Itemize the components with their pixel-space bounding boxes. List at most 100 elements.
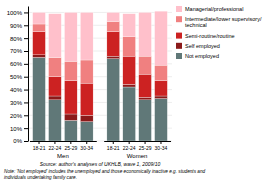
- x-tick-mark: [113, 141, 114, 144]
- y-tick: 80%: [10, 36, 28, 42]
- y-tick-mark: [24, 90, 28, 91]
- bar-segment: [155, 11, 168, 65]
- bar-segment: [33, 12, 46, 24]
- bar-segment: [123, 56, 136, 84]
- bar-segment: [155, 81, 168, 96]
- bar-segment: [64, 12, 77, 61]
- bar-segment: [80, 60, 93, 83]
- y-tick: 0%: [13, 138, 28, 144]
- bar-segment: [107, 21, 120, 31]
- bar-segment: [49, 57, 62, 76]
- legend-item: Managerial/professional: [176, 6, 243, 12]
- legend-label: Intermediate/lower supervisory/technical: [185, 16, 262, 28]
- x-tick-label: 22-24: [49, 145, 62, 151]
- grid: [28, 12, 172, 141]
- x-tick: 30-34: [155, 141, 168, 151]
- annotation: Note: 'Not employed' includes the unempl…: [4, 169, 206, 180]
- y-tick: 70%: [10, 48, 28, 54]
- bar-series: [33, 55, 168, 122]
- bar-segment: [33, 24, 46, 32]
- y-tick-mark: [24, 115, 28, 116]
- x-tick-mark: [54, 141, 55, 144]
- x-tick-mark: [160, 141, 161, 144]
- group-label: Men: [57, 153, 69, 159]
- x-tick-mark: [86, 141, 87, 144]
- bar-segment: [33, 32, 46, 55]
- y-tick-label: 0%: [13, 138, 22, 144]
- legend-swatch: [176, 16, 182, 22]
- legend-swatch: [176, 6, 182, 12]
- bar-segment: [139, 97, 152, 100]
- x-tick: 22-24: [123, 141, 136, 151]
- x-tick-mark: [39, 141, 40, 144]
- bar-segment: [80, 115, 93, 121]
- legend-label: Not employed: [185, 53, 219, 59]
- y-tick-label: 10%: [10, 126, 23, 132]
- legend-label: Semi-routine/routine: [185, 33, 235, 39]
- bar-segment: [155, 99, 168, 141]
- group-label: Women: [127, 153, 148, 159]
- y-axis: 0%10%20%30%40%50%60%70%80%90%100%: [7, 7, 29, 145]
- y-tick-mark: [24, 38, 28, 39]
- legend-label: Self employed: [185, 43, 220, 49]
- y-tick-mark: [24, 12, 28, 13]
- bar-segment: [80, 12, 93, 60]
- legend-item: Not employed: [176, 53, 219, 59]
- bar-segment: [64, 61, 77, 80]
- bar-segment: [107, 32, 120, 56]
- bar-segment: [33, 57, 46, 141]
- y-tick: 60%: [10, 61, 28, 67]
- x-tick-mark: [70, 141, 71, 144]
- bar-segment: [64, 114, 77, 120]
- bar-segment: [49, 77, 62, 96]
- bar-series: [33, 11, 168, 65]
- bar-segment: [139, 12, 152, 56]
- bar-segment: [107, 56, 120, 59]
- legend-label: Managerial/professional: [185, 6, 243, 12]
- legend-swatch: [176, 33, 182, 39]
- x-tick-label: 25-29: [64, 145, 77, 151]
- bar-segment: [139, 56, 152, 74]
- y-tick: 90%: [10, 23, 28, 29]
- bar-segment: [64, 81, 77, 114]
- y-tick-label: 70%: [10, 48, 23, 54]
- bar-segment: [49, 14, 62, 58]
- y-tick-mark: [24, 128, 28, 129]
- y-tick-label: 80%: [10, 36, 23, 42]
- chart: 0%10%20%30%40%50%60%70%80%90%100%18-2122…: [0, 0, 276, 183]
- bar-segment: [155, 96, 168, 99]
- bar-segment: [139, 74, 152, 97]
- bar-segment: [80, 122, 93, 141]
- legend-item: Intermediate/lower supervisory/technical: [176, 16, 262, 28]
- y-axis-line: [28, 7, 29, 142]
- y-tick-mark: [24, 102, 28, 103]
- bar-segment: [123, 14, 136, 37]
- bar-segment: [139, 100, 152, 141]
- y-tick-label: 40%: [10, 87, 23, 93]
- bar-segment: [155, 65, 168, 80]
- x-axis: 18-2122-2425-2930-34: [30, 141, 97, 151]
- x-tick: 22-24: [49, 141, 62, 151]
- legend-item: Semi-routine/routine: [176, 33, 235, 39]
- y-tick: 10%: [10, 126, 28, 132]
- bar-segment: [123, 87, 136, 141]
- y-tick: 30%: [10, 100, 28, 106]
- x-tick: 25-29: [64, 141, 77, 151]
- y-tick-mark: [24, 51, 28, 52]
- x-tick-label: 22-24: [123, 145, 136, 151]
- bar-segment: [33, 55, 46, 58]
- bar-segment: [107, 12, 120, 21]
- x-tick-mark: [145, 141, 146, 144]
- y-tick-label: 50%: [10, 74, 23, 80]
- y-tick-label: 90%: [10, 23, 23, 29]
- bars: [33, 11, 168, 141]
- x-tick-label: 18-21: [33, 145, 46, 151]
- x-tick-label: 30-34: [155, 145, 168, 151]
- y-tick: 50%: [10, 74, 28, 80]
- legend-item: Self employed: [176, 43, 220, 49]
- x-tick-label: 30-34: [80, 145, 93, 151]
- y-tick-label: 60%: [10, 61, 23, 67]
- x-tick: 18-21: [107, 141, 120, 151]
- x-tick: 30-34: [80, 141, 93, 151]
- bar-segment: [107, 59, 120, 141]
